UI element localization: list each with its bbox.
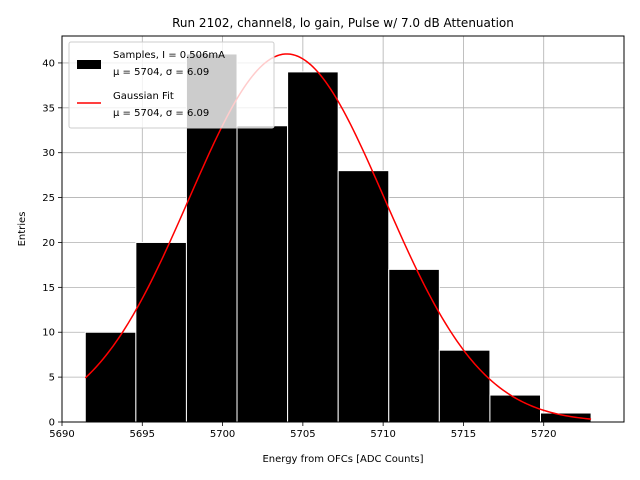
x-tick-label: 5720	[531, 429, 556, 440]
x-tick-label: 5695	[130, 429, 155, 440]
x-tick-label: 5710	[370, 429, 395, 440]
x-tick-label: 5705	[290, 429, 315, 440]
y-tick-label: 10	[42, 328, 55, 339]
plot-frame	[61, 35, 625, 423]
histogram-bar	[489, 394, 542, 423]
x-axis-ticks: 5690 5695 5700 5705 5710 5715 5720	[49, 422, 556, 440]
gaussian-fit-line	[84, 53, 592, 420]
y-tick-label: 30	[42, 148, 55, 159]
y-tick-label: 35	[42, 103, 55, 114]
histogram-bar	[236, 125, 289, 423]
histogram-bar	[135, 241, 187, 423]
y-tick-label: 0	[49, 418, 55, 429]
x-tick-label: 5690	[49, 429, 74, 440]
y-axis-label: Entries	[17, 212, 28, 247]
y-axis-ticks: 0 5 10 15 20 25 30 35 40	[42, 58, 62, 429]
histogram-bars	[84, 53, 592, 423]
legend-samples-swatch	[77, 60, 101, 69]
x-tick-label: 5700	[210, 429, 235, 440]
histogram-bar	[438, 349, 491, 423]
chart-title: Run 2102, channel8, lo gain, Pulse w/ 7.…	[172, 16, 514, 30]
x-tick-label: 5715	[451, 429, 476, 440]
legend-box	[68, 41, 275, 129]
y-tick-label: 15	[42, 283, 55, 294]
legend-samples-stats: μ = 5704, σ = 6.09	[113, 67, 209, 78]
histogram-bar	[540, 412, 592, 423]
histogram-bar	[388, 268, 440, 423]
y-tick-label: 25	[42, 193, 55, 204]
histogram-bar	[84, 331, 137, 423]
histogram-bar	[287, 71, 339, 423]
y-tick-label: 5	[49, 373, 55, 384]
legend-fit-stats: μ = 5704, σ = 6.09	[113, 108, 209, 119]
x-axis-label: Energy from OFCs [ADC Counts]	[262, 454, 423, 465]
legend: Samples, I = 0.506mA μ = 5704, σ = 6.09 …	[68, 41, 275, 129]
y-tick-label: 40	[42, 58, 55, 69]
y-tick-label: 20	[42, 238, 55, 249]
histogram-bar	[337, 170, 390, 423]
legend-fit-label: Gaussian Fit	[113, 91, 174, 102]
legend-samples-label: Samples, I = 0.506mA	[113, 50, 225, 61]
